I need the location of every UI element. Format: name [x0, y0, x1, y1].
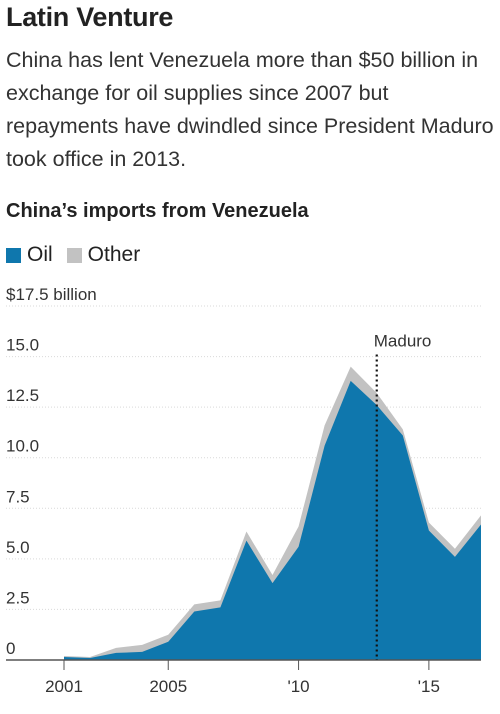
legend-label-other: Other: [87, 243, 141, 266]
annotation-label: Maduro: [374, 332, 432, 351]
y-tick-label: 2.5: [6, 588, 30, 607]
y-tick-label: 5.0: [6, 538, 30, 557]
legend-item-oil: Oil: [6, 243, 53, 267]
y-tick-label: 0: [6, 639, 15, 658]
y-tick-label: 7.5: [6, 487, 30, 506]
x-tick-label: '10: [287, 677, 309, 696]
headline: Latin Venture: [6, 2, 174, 32]
y-tick-label: 10.0: [6, 437, 39, 456]
x-tick-label: 2005: [149, 677, 187, 696]
x-tick-label: '15: [418, 677, 440, 696]
legend-swatch-other: [66, 247, 82, 263]
legend: Oil Other: [6, 243, 154, 267]
y-tick-label: 15.0: [6, 336, 39, 355]
legend-label-oil: Oil: [27, 243, 53, 266]
legend-swatch-oil: [6, 247, 21, 263]
series-area-oil: [64, 380, 481, 660]
chart-title: China’s imports from Venezuela: [6, 200, 309, 222]
y-tick-label: 12.5: [6, 386, 39, 405]
y-tick-label: $17.5 billion: [6, 285, 97, 304]
dek: China has lent Venezuela more than $50 b…: [6, 48, 494, 171]
legend-item-other: Other: [66, 243, 141, 267]
x-tick-label: 2001: [45, 677, 83, 696]
